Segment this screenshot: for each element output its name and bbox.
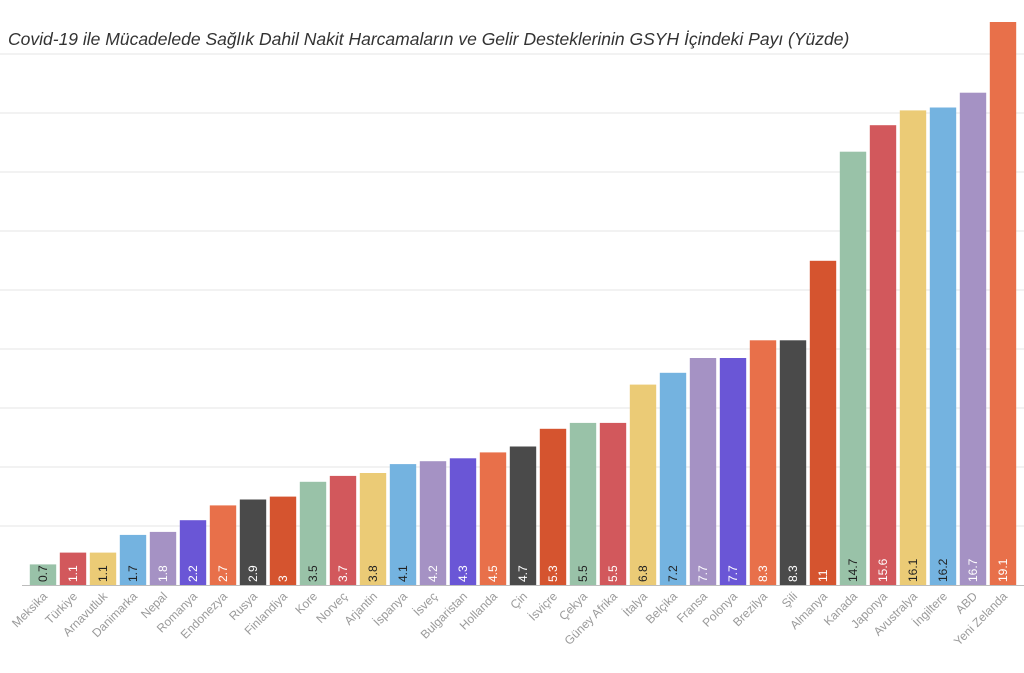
bar — [239, 499, 267, 585]
bar-value-label: 16.2 — [936, 558, 950, 582]
bar — [89, 552, 117, 585]
bar-value-label: 1.7 — [126, 565, 140, 582]
bar-value-label: 7.7 — [726, 565, 740, 582]
bar — [119, 534, 147, 585]
x-tick-label: Yeni Zelanda — [951, 589, 1010, 648]
bar — [539, 428, 567, 585]
bar-value-label: 1.1 — [96, 565, 110, 582]
bar — [749, 340, 777, 585]
x-tick-labels: MeksikaTürkiyeArnavutlukDanimarkaNepalRo… — [9, 589, 1010, 649]
bar — [149, 531, 177, 585]
bar — [839, 151, 867, 585]
bar-value-label: 3 — [276, 575, 290, 582]
bar-value-label: 5.5 — [576, 565, 590, 582]
bar-value-label: 4.7 — [516, 565, 530, 582]
bar-value-label: 2.9 — [246, 565, 260, 582]
bar — [689, 358, 717, 585]
bar-value-label: 1.1 — [66, 565, 80, 582]
bar-value-label: 15.6 — [876, 558, 890, 582]
bar — [899, 110, 927, 586]
bar — [989, 22, 1017, 585]
bar — [779, 340, 807, 585]
bar — [209, 505, 237, 585]
bar — [449, 458, 477, 585]
bar-value-label: 3.5 — [306, 565, 320, 582]
bar — [29, 564, 57, 585]
bar-value-label: 4.1 — [396, 565, 410, 582]
bar-value-label: 16.7 — [966, 558, 980, 582]
x-tick-label: İspanya — [371, 589, 411, 629]
bar — [959, 92, 987, 585]
x-tick-label: İngiltere — [910, 589, 950, 629]
bar — [629, 384, 657, 585]
bar-value-label: 16.1 — [906, 558, 920, 582]
bar-value-label: 5.3 — [546, 565, 560, 582]
bar — [809, 260, 837, 585]
bar — [419, 461, 447, 585]
x-tick-label: Şili — [779, 589, 800, 610]
bar-value-label: 6.8 — [636, 565, 650, 582]
bar — [599, 422, 627, 585]
bar — [659, 372, 687, 585]
bar-value-label: 2.2 — [186, 565, 200, 582]
bar-value-label: 3.8 — [366, 565, 380, 582]
bar-value-label: 4.5 — [486, 565, 500, 582]
bar-value-label: 1.8 — [156, 565, 170, 582]
bar-value-label: 2.7 — [216, 565, 230, 582]
bar-value-label: 4.2 — [426, 565, 440, 582]
chart-title: Covid-19 ile Mücadelede Sağlık Dahil Nak… — [8, 29, 850, 49]
bar — [359, 473, 387, 585]
bar-value-label: 14.7 — [846, 558, 860, 582]
x-tick-label: Çin — [507, 589, 530, 612]
bar — [179, 520, 207, 585]
x-tick-label: İsviçre — [526, 589, 561, 624]
bar — [299, 481, 327, 585]
bar-value-label: 8.3 — [756, 565, 770, 582]
value-labels: 0.7 1.1 1.1 1.7 1.8 2.2 2.7 2.9 3 3.5 3.7 3.8 4.1 4.2… — [36, 558, 1010, 582]
bar-value-label: 8.3 — [786, 565, 800, 582]
bar — [719, 358, 747, 585]
bar — [569, 422, 597, 585]
bar — [509, 446, 537, 585]
bar-value-label: 4.3 — [456, 565, 470, 582]
bar — [479, 452, 507, 585]
bar-value-label: 19.1 — [996, 558, 1010, 582]
bar — [929, 107, 957, 585]
x-tick-label: Brezilya — [730, 589, 770, 629]
bar-value-label: 0.7 — [36, 565, 50, 582]
bar-value-label: 7.2 — [666, 565, 680, 582]
bars — [29, 22, 1017, 586]
bar-value-label: 5.5 — [606, 565, 620, 582]
bar — [269, 496, 297, 585]
x-tick-label: Belçika — [643, 589, 680, 626]
bar — [869, 125, 897, 585]
x-tick-label: Meksika — [9, 589, 50, 630]
bar — [329, 475, 357, 585]
bar — [59, 552, 87, 585]
bar-value-label: 3.7 — [336, 565, 350, 582]
bar-value-label: 11 — [816, 569, 830, 582]
bar — [389, 464, 417, 585]
bar-value-label: 7.7 — [696, 565, 710, 582]
